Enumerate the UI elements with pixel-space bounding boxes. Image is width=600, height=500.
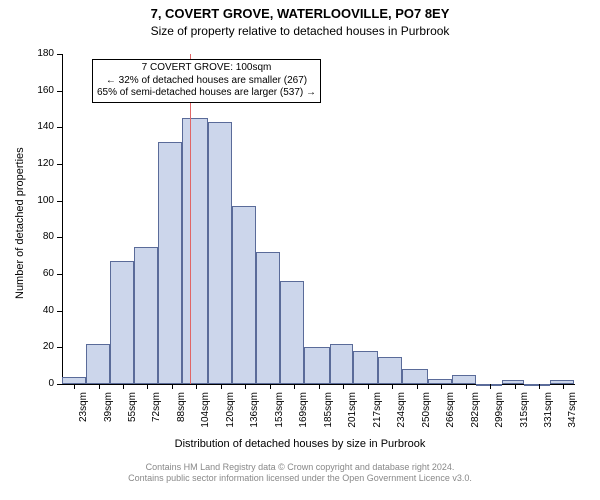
- x-tick: [123, 384, 124, 389]
- histogram-bar: [330, 344, 353, 384]
- histogram-bar: [134, 247, 158, 385]
- callout-line-1: 7 COVERT GROVE: 100sqm: [97, 62, 316, 75]
- y-tick: [57, 201, 62, 202]
- x-tick-label: 234sqm: [396, 392, 407, 436]
- x-tick-label: 39sqm: [103, 392, 114, 436]
- x-tick: [74, 384, 75, 389]
- x-tick: [490, 384, 491, 389]
- x-tick: [147, 384, 148, 389]
- x-tick: [99, 384, 100, 389]
- histogram-bar: [232, 206, 256, 384]
- x-tick-label: 104sqm: [200, 392, 211, 436]
- footer-line-2: Contains public sector information licen…: [128, 473, 472, 483]
- x-tick: [196, 384, 197, 389]
- y-tick-label: 80: [26, 231, 54, 242]
- x-tick-label: 315sqm: [519, 392, 530, 436]
- histogram-bar: [280, 281, 304, 384]
- y-tick-label: 120: [26, 158, 54, 169]
- x-tick-label: 331sqm: [543, 392, 554, 436]
- histogram-bar: [502, 380, 525, 384]
- x-tick: [539, 384, 540, 389]
- x-tick-label: 169sqm: [298, 392, 309, 436]
- x-tick-label: 282sqm: [470, 392, 481, 436]
- x-tick-label: 266sqm: [445, 392, 456, 436]
- x-tick: [417, 384, 418, 389]
- x-tick-label: 217sqm: [372, 392, 383, 436]
- histogram-bar: [353, 351, 379, 384]
- y-tick: [57, 274, 62, 275]
- histogram-bar: [378, 357, 402, 385]
- y-tick-label: 0: [26, 378, 54, 389]
- y-tick: [57, 127, 62, 128]
- y-tick: [57, 347, 62, 348]
- x-tick-label: 88sqm: [176, 392, 187, 436]
- title-subtitle: Size of property relative to detached ho…: [0, 24, 600, 38]
- x-tick-label: 185sqm: [323, 392, 334, 436]
- title-address: 7, COVERT GROVE, WATERLOOVILLE, PO7 8EY: [0, 6, 600, 21]
- x-tick-label: 347sqm: [567, 392, 578, 436]
- y-tick-label: 20: [26, 341, 54, 352]
- x-tick: [515, 384, 516, 389]
- histogram-bar: [110, 261, 134, 384]
- callout-box: 7 COVERT GROVE: 100sqm← 32% of detached …: [92, 59, 321, 103]
- x-tick-label: 72sqm: [151, 392, 162, 436]
- histogram-bar: [182, 118, 208, 384]
- histogram-bar: [62, 377, 86, 384]
- x-tick-label: 23sqm: [78, 392, 89, 436]
- x-tick-label: 55sqm: [127, 392, 138, 436]
- y-tick: [57, 91, 62, 92]
- histogram-bar: [304, 347, 330, 384]
- x-tick: [343, 384, 344, 389]
- x-tick-label: 136sqm: [249, 392, 260, 436]
- x-tick-label: 153sqm: [274, 392, 285, 436]
- histogram-bar: [452, 375, 476, 384]
- x-tick-label: 299sqm: [494, 392, 505, 436]
- footer-attribution: Contains HM Land Registry data © Crown c…: [0, 462, 600, 484]
- marker-line: [190, 54, 191, 384]
- x-tick: [172, 384, 173, 389]
- y-tick: [57, 237, 62, 238]
- histogram-bar: [402, 369, 428, 384]
- histogram-bar: [86, 344, 110, 384]
- x-tick-label: 201sqm: [347, 392, 358, 436]
- x-tick: [270, 384, 271, 389]
- x-axis-label: Distribution of detached houses by size …: [0, 438, 600, 450]
- chart-container: 7, COVERT GROVE, WATERLOOVILLE, PO7 8EY …: [0, 0, 600, 500]
- x-tick: [392, 384, 393, 389]
- histogram-bar: [476, 384, 502, 386]
- x-tick: [466, 384, 467, 389]
- y-tick-label: 160: [26, 85, 54, 96]
- y-tick: [57, 311, 62, 312]
- y-tick-label: 180: [26, 48, 54, 59]
- y-tick-label: 40: [26, 305, 54, 316]
- callout-line-3: 65% of semi-detached houses are larger (…: [97, 87, 316, 100]
- histogram-bar: [428, 379, 452, 385]
- x-tick: [368, 384, 369, 389]
- histogram-bar: [550, 380, 574, 384]
- callout-line-2: ← 32% of detached houses are smaller (26…: [97, 75, 316, 88]
- x-tick: [221, 384, 222, 389]
- y-tick: [57, 54, 62, 55]
- y-axis-label: Number of detached properties: [14, 147, 26, 299]
- histogram-bar: [524, 384, 550, 386]
- y-tick: [57, 384, 62, 385]
- y-tick: [57, 164, 62, 165]
- x-tick: [245, 384, 246, 389]
- x-tick-label: 120sqm: [225, 392, 236, 436]
- x-tick: [563, 384, 564, 389]
- histogram-bar: [158, 142, 182, 384]
- y-tick-label: 140: [26, 121, 54, 132]
- y-tick-label: 100: [26, 195, 54, 206]
- footer-line-1: Contains HM Land Registry data © Crown c…: [146, 462, 455, 472]
- x-tick: [294, 384, 295, 389]
- y-tick-label: 60: [26, 268, 54, 279]
- histogram-bar: [208, 122, 232, 384]
- histogram-bar: [256, 252, 280, 384]
- x-tick-label: 250sqm: [421, 392, 432, 436]
- x-tick: [319, 384, 320, 389]
- x-tick: [441, 384, 442, 389]
